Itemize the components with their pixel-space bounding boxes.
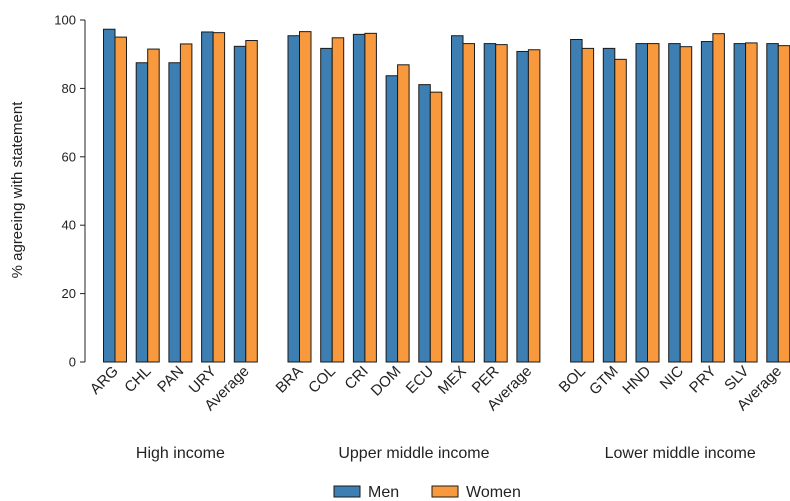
bar-women-nic [679, 46, 693, 363]
bar-women-chl [147, 48, 160, 363]
category-label: MEX [435, 363, 470, 398]
bar-men-arg [103, 28, 116, 363]
bar-men-cri [352, 33, 366, 363]
legend-swatch-men [333, 485, 361, 498]
bar-men-average [766, 43, 779, 363]
bar-women-hnd [647, 43, 660, 363]
bar-women-average [245, 40, 258, 363]
category-label: ARG [87, 363, 122, 398]
category-label: HND [619, 363, 654, 398]
bar-women-gtm [614, 58, 627, 363]
legend-swatch-women [431, 485, 459, 498]
bar-men-ury [201, 31, 214, 363]
bar-men-mex [451, 35, 464, 363]
y-tick-label: 100 [54, 13, 76, 28]
bar-women-per [495, 44, 508, 363]
bar-women-mex [462, 43, 475, 363]
category-label: GTM [586, 363, 622, 399]
bar-men-hnd [635, 43, 648, 363]
bar-women-average [777, 45, 790, 363]
y-tick-label: 80 [62, 81, 76, 96]
bar-women-arg [114, 36, 127, 363]
category-label: CHL [121, 363, 154, 396]
bars [103, 28, 790, 363]
y-tick-label: 20 [62, 286, 76, 301]
category-label: PRY [686, 363, 720, 397]
bar-men-slv [733, 43, 747, 363]
bar-women-bra [299, 31, 312, 363]
bar-women-dom [397, 64, 410, 363]
group-labels: High income Upper middle income Lower midd… [136, 445, 756, 462]
category-label: PAN [154, 363, 187, 396]
y-tick-label: 0 [69, 355, 76, 370]
bar-women-slv [745, 42, 758, 363]
bar-men-chl [135, 62, 149, 363]
category-label: ECU [403, 363, 437, 397]
y-tick-label: 40 [62, 218, 76, 233]
bar-women-bol [581, 47, 595, 363]
bar-men-average [516, 50, 529, 363]
y-tick-label: 60 [62, 149, 76, 164]
category-label: BRA [272, 363, 306, 397]
group-label: Lower middle income [605, 445, 756, 462]
legend-label: Men [368, 484, 399, 501]
bar-women-col [331, 37, 345, 363]
legend: Men Women [333, 484, 521, 501]
category-label: BOL [556, 363, 589, 396]
bar-men-bra [287, 35, 300, 363]
bar-women-ury [212, 32, 226, 363]
bar-men-dom [385, 75, 399, 363]
bar-women-pry [712, 33, 725, 363]
bar-women-pan [179, 43, 193, 363]
bar-men-ecu [418, 84, 431, 363]
bar-men-col [320, 47, 333, 363]
bar-men-gtm [602, 47, 616, 363]
group-label: High income [136, 445, 225, 462]
bar-men-pry [700, 41, 714, 363]
bar-men-average [233, 45, 247, 363]
category-label: CRI [341, 363, 371, 393]
bar-women-average [527, 49, 541, 363]
bar-men-nic [668, 43, 681, 363]
category-label: COL [305, 363, 339, 397]
bar-men-bol [570, 38, 583, 363]
y-axis-title: % agreeing with statement [9, 101, 26, 279]
bar-men-pan [168, 62, 181, 363]
bar-women-ecu [429, 91, 443, 363]
category-label: DOM [368, 363, 405, 400]
bar-women-cri [364, 32, 377, 363]
y-axis: 0 20 40 60 80 100 [54, 13, 86, 370]
group-label: Upper middle income [338, 445, 489, 462]
bar-men-per [483, 43, 497, 363]
category-label: NIC [657, 363, 687, 393]
legend-label: Women [466, 484, 521, 501]
